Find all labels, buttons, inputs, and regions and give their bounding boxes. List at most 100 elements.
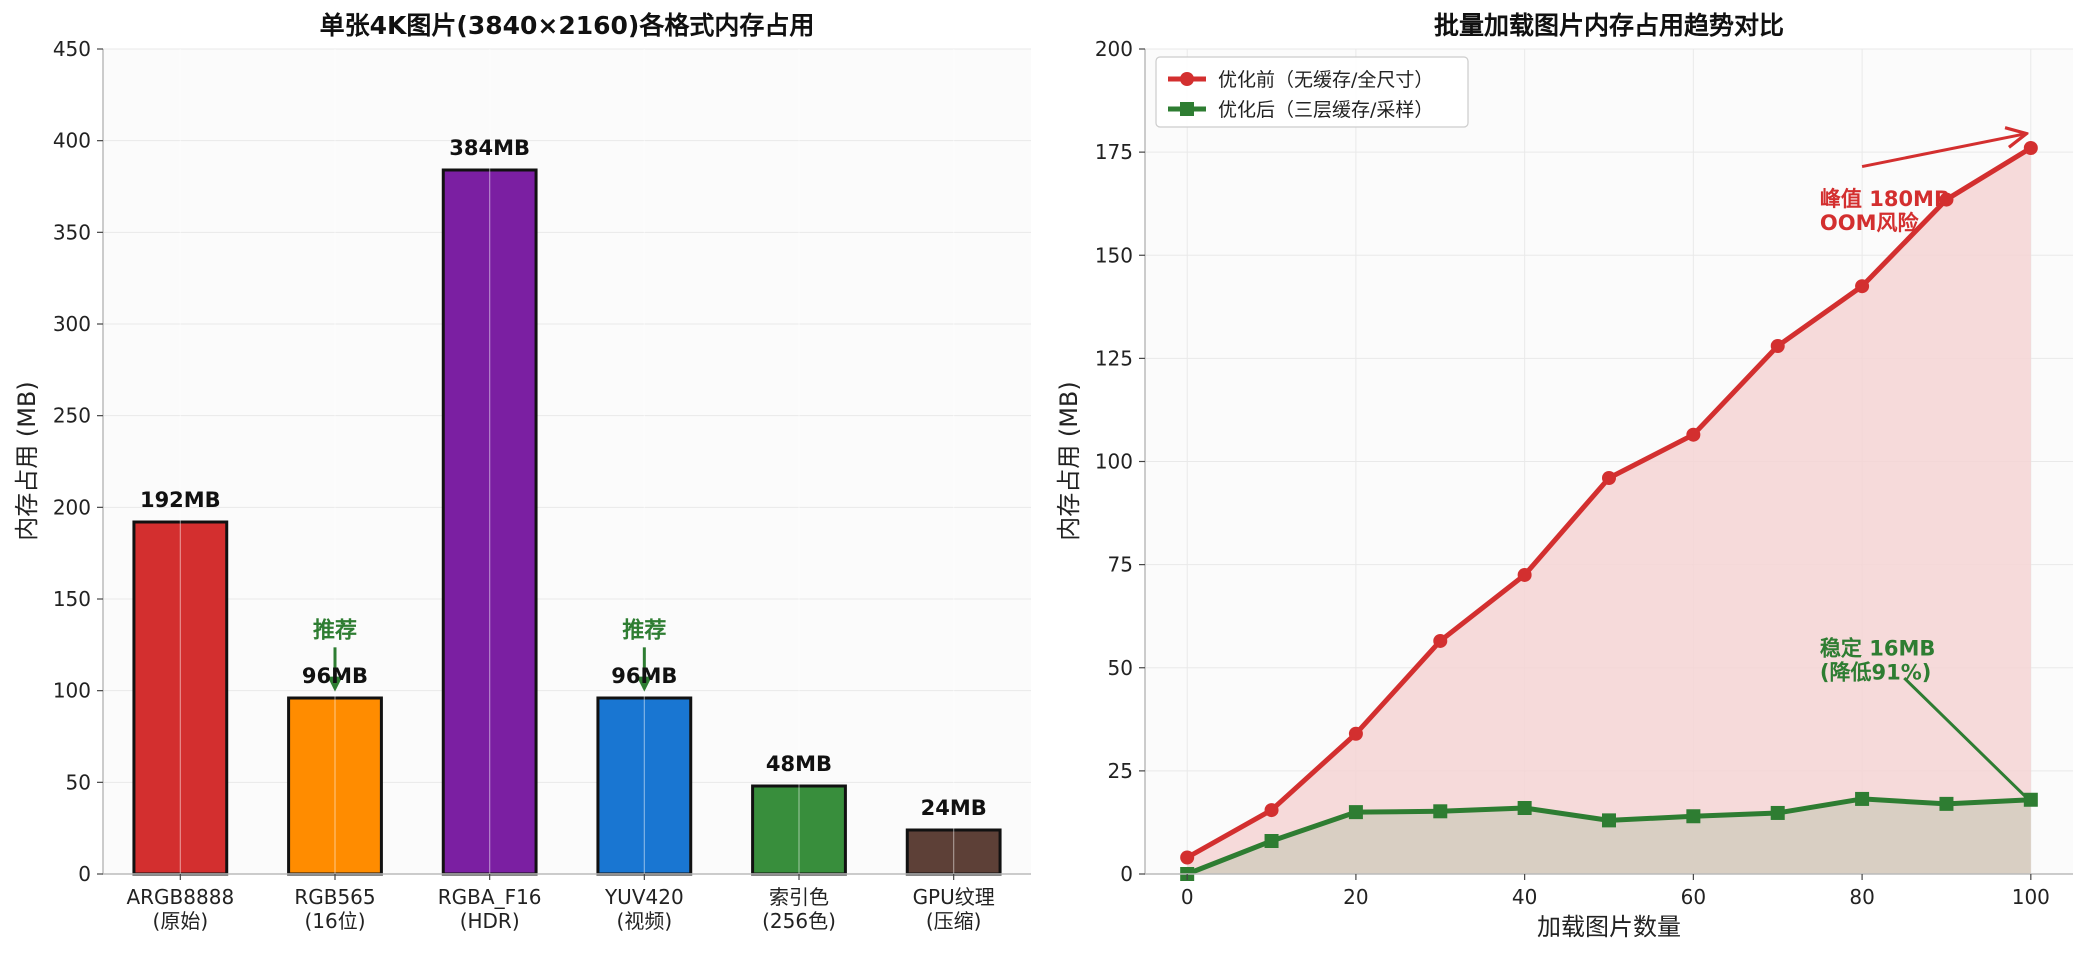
- line-area-fills: [1187, 148, 2031, 874]
- recommend-annotation: 推荐: [313, 617, 357, 643]
- line-annotation-arrow: [1861, 134, 2027, 169]
- line-y-tick-label: 25: [1108, 759, 1133, 783]
- bar-x-tick-sublabel: (HDR): [460, 909, 520, 933]
- line-annotation-text: OOM风险: [1820, 211, 1920, 235]
- line-x-axis-label: 加载图片数量: [1537, 913, 1681, 941]
- line-x-tick-label: 0: [1181, 885, 1194, 909]
- bar-data-labels: 192MB 96MB 384MB 96MB 48MB 24MB: [140, 136, 987, 820]
- series-point-square: [1939, 796, 1954, 811]
- legend-label: 优化前（无缓存/全尺寸）: [1218, 69, 1433, 91]
- bar-grid: [103, 48, 1031, 875]
- series-point-square: [1433, 804, 1448, 819]
- series-point-square: [1264, 834, 1279, 848]
- bar: [132, 520, 229, 876]
- line-x-ticks: 0 20 40 60 80 100: [1181, 874, 2050, 909]
- line-chart-title: 批量加载图片内存占用趋势对比: [1434, 11, 1784, 40]
- line-legend: 优化前（无缓存/全尺寸） 优化后（三层缓存/采样）: [1155, 56, 1469, 128]
- bar-data-label: 384MB: [449, 136, 530, 160]
- series-point-circle: [1855, 279, 1870, 294]
- bar: [287, 696, 383, 876]
- bar-vertical-grid: [179, 49, 955, 874]
- series-point-circle: [1939, 192, 1954, 207]
- bar-y-tick-label: 400: [53, 129, 91, 153]
- bar-y-tick-label: 250: [53, 404, 91, 428]
- line-x-tick-label: 80: [1849, 885, 1874, 909]
- bar-x-tick-sublabel: (原始): [153, 909, 209, 933]
- bar-y-ticks: 0 50 100 150 200 250 300 350 400 450: [53, 37, 103, 886]
- bar-x-tick-sublabel: (压缩): [926, 909, 982, 933]
- bar-y-tick-label: 100: [53, 679, 91, 703]
- bar-x-tick-label: YUV420: [604, 885, 684, 909]
- legend-marker-circle: [1180, 72, 1194, 86]
- bar-y-tick-label: 0: [78, 862, 91, 886]
- bar-x-tick-label: GPU纹理: [913, 885, 995, 909]
- series-point-circle: [1517, 567, 1532, 582]
- series-point-square: [1602, 813, 1616, 828]
- bar: [751, 784, 847, 876]
- line-annotation-arrow: [1903, 676, 2028, 799]
- line-y-tick-label: 100: [1095, 450, 1133, 474]
- line-annotation-text: (降低91%): [1820, 660, 1931, 684]
- series-area-fill: [1187, 148, 2031, 874]
- bar-y-tick-label: 50: [66, 770, 91, 794]
- bar-plot-area: [103, 49, 1031, 874]
- series-point-circle: [1686, 427, 1701, 442]
- bar-x-tick-label: 索引色: [769, 885, 829, 909]
- line-y-axis-label: 内存占用 (MB): [1055, 381, 1083, 541]
- series-point-circle: [2023, 141, 2038, 155]
- line-y-tick-label: 175: [1095, 140, 1133, 164]
- bar-y-tick-label: 350: [53, 220, 91, 244]
- series-point-square: [1348, 805, 1363, 820]
- bar-x-tick-sublabel: (视频): [617, 909, 673, 933]
- legend-box: [1155, 56, 1469, 128]
- bar-annotations: 推荐 推荐: [313, 617, 666, 692]
- legend-marker-square: [1180, 102, 1194, 116]
- bar-y-tick-label: 200: [53, 495, 91, 519]
- line-x-tick-label: 40: [1512, 885, 1537, 909]
- bar-x-tick-sublabel: (256色): [762, 909, 836, 933]
- bar-x-tick-label: RGBA_F16: [438, 885, 542, 909]
- bar-data-label: 48MB: [766, 752, 832, 776]
- line-y-tick-label: 75: [1108, 553, 1133, 577]
- bar-x-tick-sublabel: (16位): [304, 909, 365, 933]
- line-y-tick-label: 0: [1120, 862, 1133, 886]
- series-point-circle: [1770, 339, 1785, 353]
- bar-chart-title: 单张4K图片(3840×2160)各格式内存占用: [320, 11, 815, 40]
- line-annotation-text: 峰值 180MB: [1820, 187, 1950, 211]
- line-x-tick-label: 20: [1343, 885, 1368, 909]
- line-y-tick-label: 125: [1095, 346, 1133, 370]
- bar-y-axis-label: 内存占用 (MB): [13, 381, 41, 541]
- legend-label: 优化后（三层缓存/采样）: [1218, 99, 1433, 121]
- bar-data-label: 24MB: [921, 796, 987, 820]
- recommend-annotation: 推荐: [622, 617, 666, 643]
- bar-x-tick-label: ARGB8888: [126, 885, 234, 909]
- series-area-fill: [1187, 798, 2031, 874]
- bar-x-tick-label: RGB565: [294, 885, 375, 909]
- series-point-circle: [1602, 471, 1616, 485]
- series-point-square: [1855, 791, 1870, 806]
- series-point-square: [2023, 792, 2038, 807]
- bar-y-tick-label: 300: [53, 312, 91, 336]
- line-y-tick-label: 50: [1108, 656, 1133, 680]
- line-series: [1180, 141, 2038, 881]
- bar: [596, 696, 693, 876]
- bar-chart-panel: 推荐 推荐 0 50 100 150 200 250 300 350 400 450 ARGB888…: [13, 11, 1031, 933]
- series-point-square: [1770, 805, 1785, 820]
- series-point-square: [1517, 801, 1532, 815]
- line-annotation-text: 稳定 16MB: [1820, 636, 1935, 660]
- bar: [905, 828, 1002, 876]
- bar-y-tick-label: 150: [53, 587, 91, 611]
- line-y-tick-label: 200: [1095, 37, 1133, 61]
- bar-data-label: 96MB: [611, 664, 677, 688]
- bar-data-label: 96MB: [302, 664, 368, 688]
- series-point-square: [1686, 809, 1701, 824]
- line-x-tick-label: 60: [1681, 885, 1706, 909]
- line-x-tick-label: 100: [2012, 885, 2050, 909]
- bar-x-ticks: ARGB8888(原始) RGB565(16位) RGBA_F16(HDR) YUV4…: [126, 874, 995, 933]
- series-point-circle: [1264, 803, 1279, 818]
- line-y-tick-label: 150: [1095, 243, 1133, 267]
- series-point-circle: [1180, 850, 1195, 865]
